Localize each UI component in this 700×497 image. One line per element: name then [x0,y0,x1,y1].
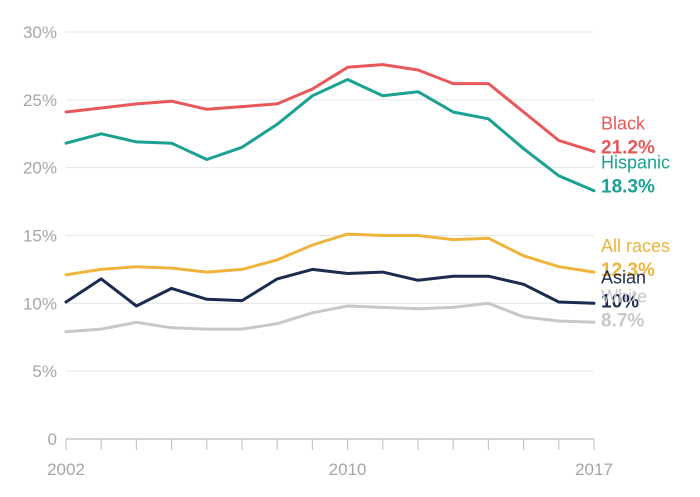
y-tick-label: 30% [23,23,57,42]
series-label-black: Black [601,113,646,133]
series-label-all-races: All races [601,236,670,256]
series-line-hispanic [64,78,596,193]
y-tick-label: 0 [48,430,57,449]
series-line-black [64,63,596,153]
series-lines [64,63,596,334]
series-line-asian [64,267,596,308]
series-label-asian: Asian [601,267,646,287]
gridlines [66,31,594,372]
series-label-white: White [601,286,647,306]
series-line-all-races [64,232,596,277]
x-tick-label: 2002 [47,460,85,479]
series-value-all-races: 12.3% [601,260,655,281]
series-line-white [64,301,596,334]
y-tick-label: 25% [23,91,57,110]
y-tick-label: 20% [23,159,57,178]
series-value-asian: 10% [601,291,639,312]
y-tick-label: 10% [23,294,57,313]
series-label-hispanic: Hispanic [601,153,670,173]
series-value-white: 8.7% [601,310,644,331]
y-tick-label: 5% [32,362,57,381]
series-labels: Black 21.2%Hispanic 18.3% All races 12.3%Asi… [601,113,670,331]
y-axis-tick-labels: 0 5% 10% 15% 20% 25% 30% [23,23,57,449]
x-tick-label: 2010 [329,460,367,479]
series-value-hispanic: 18.3% [601,177,655,198]
series-value-black: 21.2% [601,137,655,158]
y-tick-label: 15% [23,227,57,246]
x-tick-label: 2017 [575,460,613,479]
x-axis: 2002 2010 2017 [47,438,613,479]
